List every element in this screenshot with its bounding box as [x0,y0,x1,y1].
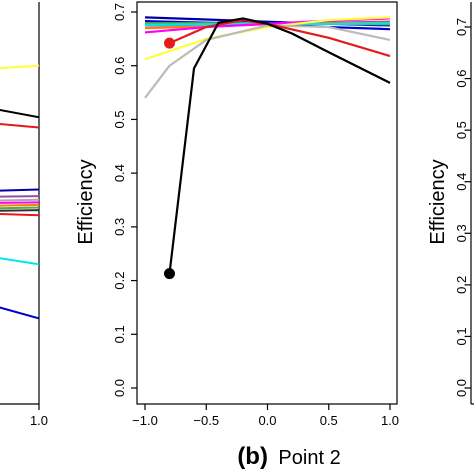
panel-a-series-line [0,209,39,212]
panel-c-y-tick-label: 0.3 [454,224,469,242]
panel-c-y-tick-label: 0.0 [454,379,469,397]
panel-a-series-line [0,257,39,266]
panel-a-series-line [0,213,39,217]
panel-b-x-axis: −1.0 −0.5 0.0 0.5 1.0 [132,404,399,428]
panel-b-x-tick-label: −1.0 [132,413,158,428]
panel-b-x-tick-label: −0.5 [193,413,219,428]
panel-a-series-line [0,198,39,202]
panel-a-x-tick-label: 1.0 [30,413,48,428]
panel-c-y-tick-label: 0.4 [454,173,469,191]
panel-b-y-tick-label: 0.1 [112,325,127,343]
panel-b-lines [144,16,391,274]
panel-c-y-tick-label: 0.2 [454,276,469,294]
panel-b-series-line [144,24,391,99]
panel-a: 1.0 [0,2,48,428]
panel-b-series-line [168,17,391,274]
panel-a-series-line [0,201,39,204]
panel-a-series-line [0,203,39,207]
panel-a-series-line [0,188,39,192]
panel-b-x-tick-label: 1.0 [381,413,399,428]
panel-b-markers [164,37,175,280]
panel-b-y-tick-label: 0.2 [112,272,127,290]
panel-b-series-line [144,16,391,61]
panel-c-y-axis-title: Efficiency [427,159,449,244]
panel-b-caption-text: Point 2 [278,447,340,469]
panel-b-y-tick-label: 0.7 [112,3,127,21]
panel-b: 0.0 0.1 0.2 0.3 0.4 0.5 0.6 0.7 −1.0 −0.5 0.0 0.5 1… [75,1,399,470]
panel-a-series-line [0,122,39,129]
panel-a-x-ticks: 1.0 [30,404,48,428]
panel-c-y-tick-label: 0.1 [454,327,469,345]
panel-b-y-tick-label: 0.6 [112,57,127,75]
panel-b-y-axis-title: Efficiency [75,159,97,244]
panel-b-y-tick-label: 0.5 [112,110,127,128]
panel-c-y-tick-label: 0.6 [454,70,469,88]
panel-b-y-tick-label: 0.4 [112,164,127,182]
panel-a-series-line [0,195,39,198]
panel-b-y-tick-label: 0.0 [112,379,127,397]
panel-b-point-marker [164,268,175,280]
panel-c: 0.0 0.1 0.2 0.3 0.4 0.5 0.6 0.7 Efficiency [427,2,474,405]
panel-c-y-tick-label: 0.7 [454,18,469,36]
panel-a-series-line [0,64,39,70]
panel-b-x-tick-label: 0.5 [320,413,338,428]
panel-c-y-axis: 0.0 0.1 0.2 0.3 0.4 0.5 0.6 0.7 [454,18,471,397]
panel-b-point-marker [164,37,175,49]
panel-a-lines [0,64,39,320]
panel-b-x-tick-label: 0.0 [258,413,276,428]
panel-b-caption-label: (b) [237,443,268,470]
panel-c-y-tick-label: 0.5 [454,121,469,139]
panel-b-caption: (b) Point 2 [237,443,340,470]
panel-a-series-line [0,109,39,119]
panel-b-y-axis: 0.0 0.1 0.2 0.3 0.4 0.5 0.6 0.7 [112,3,137,397]
panel-b-y-tick-label: 0.3 [112,218,127,236]
panel-a-series-line [0,206,39,210]
panel-a-series-line [0,306,39,320]
